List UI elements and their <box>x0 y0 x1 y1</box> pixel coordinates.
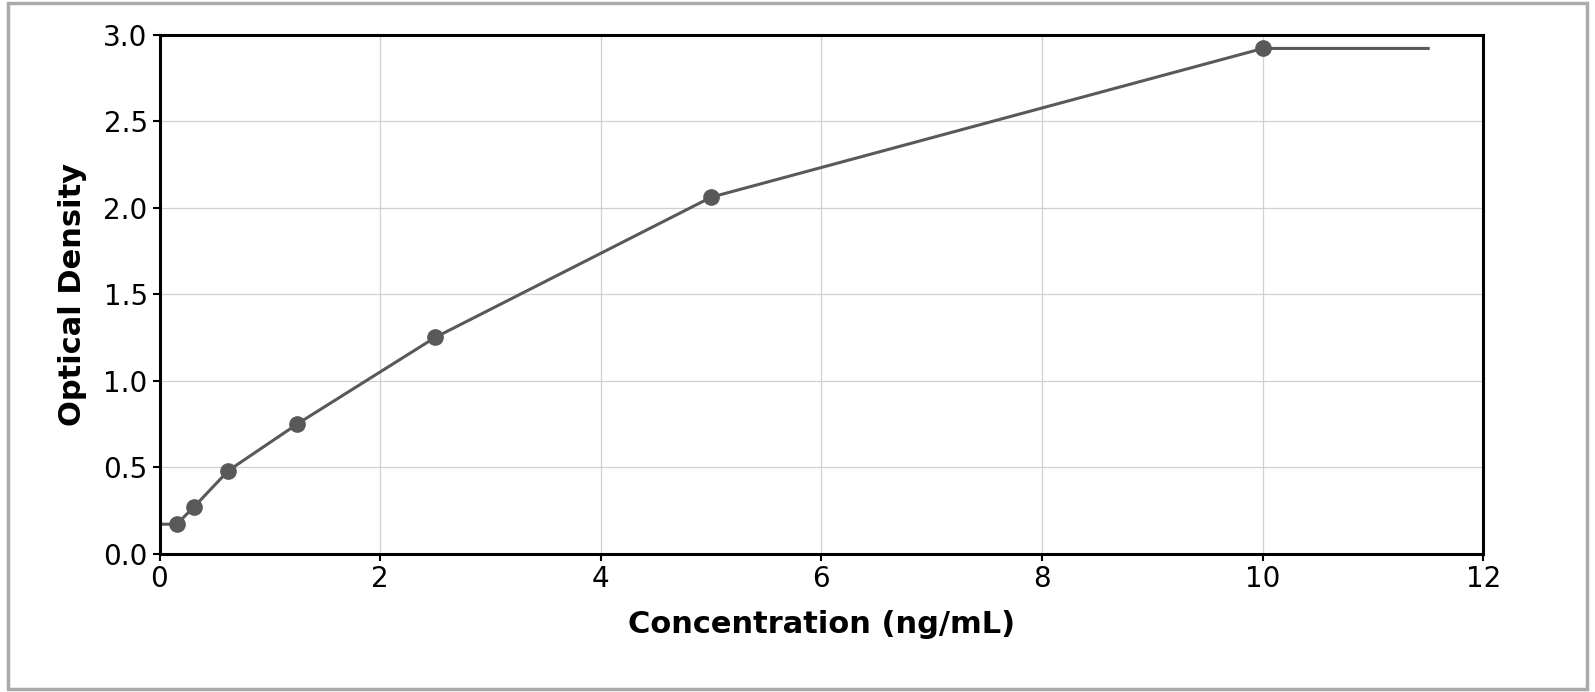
Point <box>699 192 724 203</box>
Point <box>164 519 190 530</box>
Point <box>182 501 207 512</box>
Point <box>284 418 309 429</box>
Point <box>1250 43 1276 54</box>
Y-axis label: Optical Density: Optical Density <box>57 163 86 426</box>
X-axis label: Concentration (ng/mL): Concentration (ng/mL) <box>628 610 1014 639</box>
Point <box>215 465 241 476</box>
Point <box>423 332 448 343</box>
